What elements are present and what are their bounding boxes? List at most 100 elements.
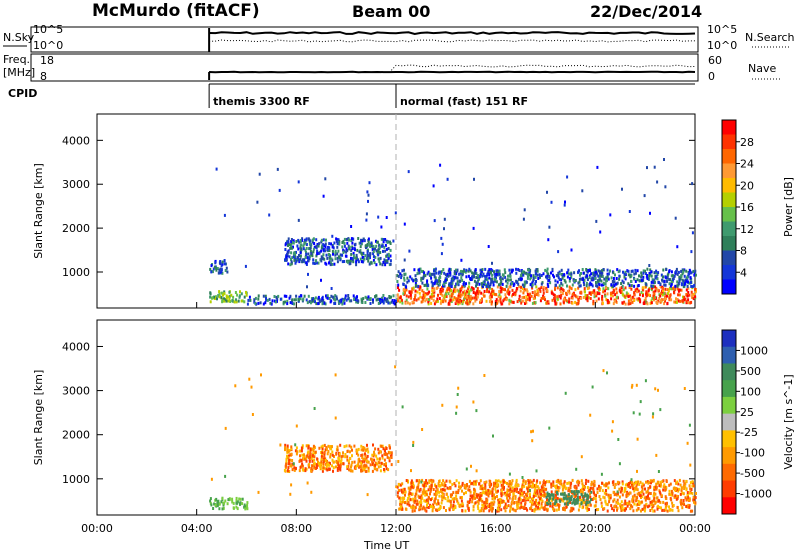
data-cell (223, 259, 226, 262)
data-cell (471, 296, 474, 300)
data-cell (379, 450, 382, 454)
data-cell (330, 257, 333, 261)
data-cell (313, 458, 316, 462)
data-cell (508, 483, 510, 487)
data-cell (593, 484, 596, 488)
data-cell (468, 302, 471, 306)
data-cell (577, 508, 580, 512)
data-cell (580, 490, 583, 494)
data-cell (589, 488, 591, 492)
data-cell (301, 462, 304, 466)
data-cell (449, 268, 452, 272)
data-cell (658, 484, 661, 488)
data-cell (464, 485, 467, 489)
data-cell (389, 240, 391, 244)
data-cell (508, 493, 511, 497)
data-cell (217, 294, 220, 298)
data-cell (485, 505, 488, 509)
data-cell (380, 237, 383, 241)
data-cell (320, 255, 323, 259)
data-cell (381, 263, 384, 267)
data-cell (483, 374, 486, 377)
data-cell (372, 298, 374, 302)
data-cell (301, 298, 304, 302)
data-cell (432, 298, 435, 302)
data-cell (390, 300, 393, 304)
data-cell (365, 464, 368, 468)
data-cell (595, 281, 597, 284)
data-cell (560, 268, 563, 272)
data-cell (498, 272, 501, 276)
data-cell (659, 500, 662, 504)
data-cell (642, 507, 645, 511)
data-cell (448, 479, 451, 483)
data-cell (563, 502, 566, 506)
data-cell (633, 502, 636, 506)
data-cell (471, 288, 474, 291)
data-cell (246, 302, 249, 306)
data-cell (312, 261, 315, 265)
data-cell (215, 266, 218, 270)
data-cell (319, 464, 322, 468)
data-cell (591, 284, 594, 288)
data-cell (404, 301, 407, 305)
data-cell (590, 483, 593, 486)
data-cell (313, 407, 316, 410)
data-cell (214, 261, 217, 265)
data-cell (476, 504, 479, 508)
data-cell (433, 499, 436, 503)
data-cell (327, 463, 329, 466)
data-cell (601, 275, 604, 278)
data-cell (321, 244, 324, 248)
data-cell (355, 464, 358, 468)
data-cell (454, 284, 457, 288)
data-cell (501, 491, 504, 495)
data-cell (684, 281, 687, 285)
data-cell (534, 290, 536, 294)
data-cell (459, 301, 462, 305)
data-cell (366, 190, 369, 194)
data-cell (346, 458, 349, 462)
data-cell (497, 504, 500, 508)
data-cell (311, 464, 314, 468)
data-cell (593, 493, 596, 497)
data-cell (668, 295, 671, 299)
data-cell (532, 274, 535, 278)
data-cell (315, 466, 318, 469)
data-cell (430, 294, 433, 298)
data-cell (580, 290, 583, 294)
data-cell (653, 291, 656, 295)
data-cell (427, 302, 430, 306)
data-cell (361, 456, 364, 460)
data-cell (244, 505, 247, 509)
data-cell (359, 465, 362, 469)
data-cell (616, 295, 619, 299)
data-cell (570, 275, 573, 279)
data-cell (277, 294, 280, 298)
data-cell (414, 494, 417, 498)
data-cell (646, 505, 649, 509)
data-cell (490, 482, 493, 486)
data-cell (492, 481, 495, 485)
data-cell (468, 479, 471, 483)
data-cell (341, 454, 344, 458)
data-cell (247, 298, 250, 302)
data-cell (629, 491, 631, 495)
data-cell (465, 268, 468, 272)
data-cell (605, 298, 608, 301)
data-cell (535, 271, 538, 275)
data-cell (461, 481, 464, 485)
data-cell (653, 294, 656, 297)
data-cell (435, 502, 438, 506)
data-cell (288, 470, 291, 473)
data-cell (325, 463, 328, 467)
data-cell (283, 294, 286, 298)
data-cell (670, 283, 673, 287)
data-cell (372, 300, 374, 304)
data-cell (406, 499, 409, 503)
data-cell (287, 240, 290, 244)
data-cell (386, 260, 389, 264)
colorbar-frame (721, 329, 737, 515)
data-cell (357, 299, 360, 303)
data-cell (500, 498, 503, 502)
